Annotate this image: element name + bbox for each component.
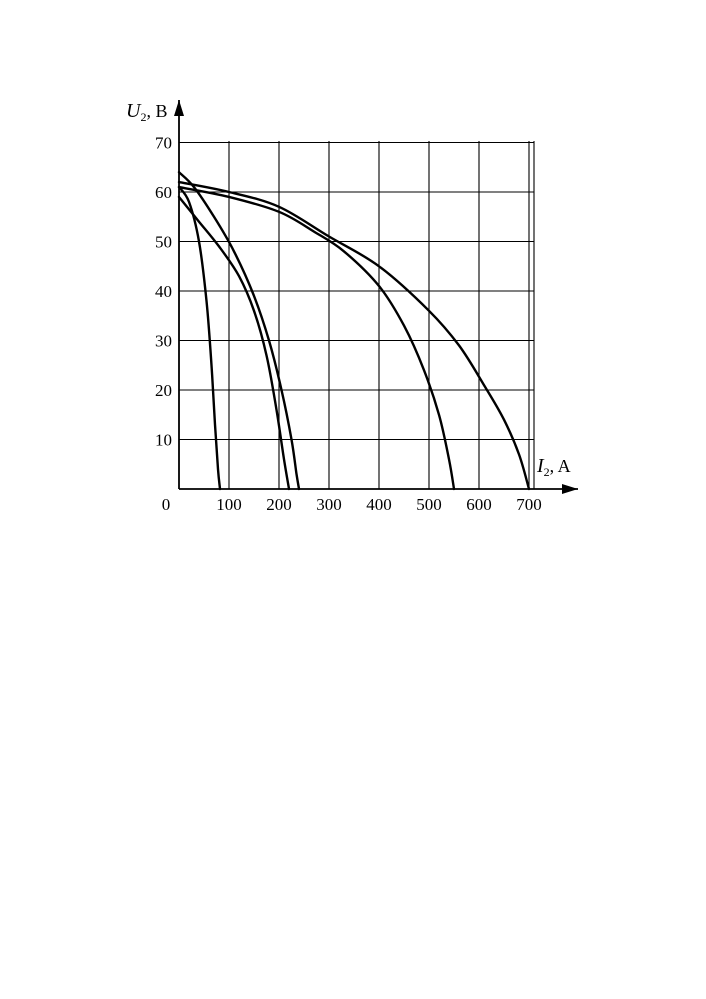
series-curve-4 bbox=[177, 185, 456, 491]
y-tick-label: 30 bbox=[155, 332, 172, 351]
x-tick-label: 100 bbox=[216, 495, 242, 514]
y-tick-label: 50 bbox=[155, 233, 172, 252]
y-tick-label: 20 bbox=[155, 381, 172, 400]
x-axis-arrow bbox=[562, 484, 578, 494]
y-tick-label: 40 bbox=[155, 282, 172, 301]
y-axis-label: U2, B bbox=[126, 100, 167, 124]
y-axis-arrow bbox=[174, 100, 184, 116]
x-tick-label: 200 bbox=[266, 495, 292, 514]
series-curve-3 bbox=[177, 171, 301, 491]
x-tick-label: 700 bbox=[516, 495, 542, 514]
grid bbox=[179, 141, 535, 489]
x-tick-label: 500 bbox=[416, 495, 442, 514]
series-curve-2 bbox=[177, 195, 291, 491]
tick-labels: 0 100 200 300 400 500 600 700 10 20 30 40 50 60 70 bbox=[155, 134, 542, 515]
x-tick-label: 400 bbox=[366, 495, 392, 514]
axes bbox=[174, 100, 578, 494]
y-tick-label: 70 bbox=[155, 134, 172, 153]
x-tick-label: 300 bbox=[316, 495, 342, 514]
y-tick-label: 60 bbox=[155, 183, 172, 202]
y-tick-label: 10 bbox=[155, 431, 172, 450]
series-curve-5 bbox=[177, 180, 531, 491]
series-curve-1 bbox=[177, 185, 222, 491]
curves bbox=[177, 171, 531, 491]
x-axis-label: I2, A bbox=[536, 455, 571, 479]
x-tick-label: 600 bbox=[466, 495, 492, 514]
x-tick-label: 0 bbox=[162, 495, 171, 514]
